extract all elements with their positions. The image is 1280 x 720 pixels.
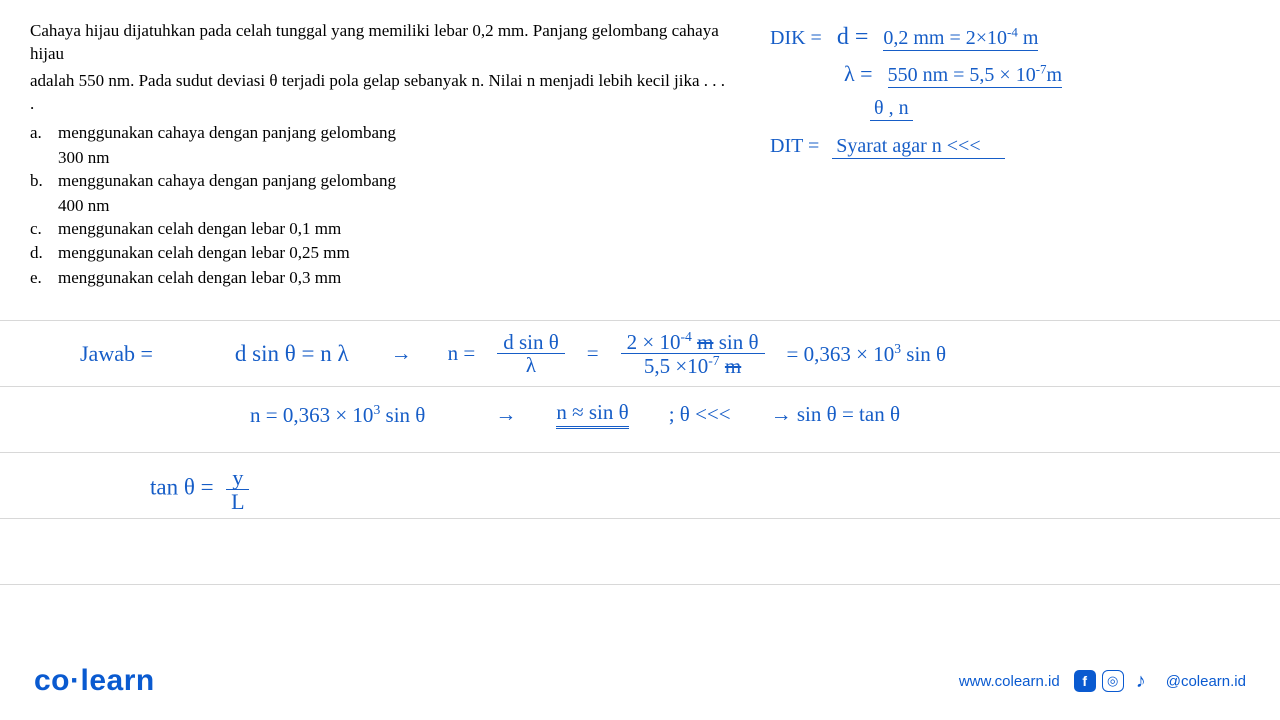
dik-d-unit: m xyxy=(1018,27,1039,49)
dik-line-1: DIK = d = 0,2 mm = 2×10-4 m xyxy=(770,18,1270,56)
frac1-num: d sin θ xyxy=(497,331,565,354)
option-text: menggunakan celah dengan lebar 0,1 mm xyxy=(58,218,730,241)
logo-dot: · xyxy=(70,664,81,697)
given-block: DIK = d = 0,2 mm = 2×10-4 m λ = 550 nm =… xyxy=(770,18,1270,162)
rule-line xyxy=(0,320,1280,321)
option-d: d. menggunakan celah dengan lebar 0,25 m… xyxy=(30,242,730,265)
logo-co: co xyxy=(34,664,70,697)
footer-right: www.colearn.id f ◎ ♪ @colearn.id xyxy=(959,670,1246,692)
dik-d-val: 0,2 mm = 2×10 xyxy=(883,27,1007,49)
theta-small: ; θ <<< xyxy=(669,402,731,427)
dit-text: Syarat agar n <<< xyxy=(832,135,1004,159)
frac2-den: 5,5 ×10-7 m xyxy=(638,354,747,377)
social-icons: f ◎ ♪ xyxy=(1074,670,1152,692)
option-b-sub: 400 nm xyxy=(58,195,730,218)
question-line-1: Cahaya hijau dijatuhkan pada celah tungg… xyxy=(30,20,730,66)
option-b: b. menggunakan cahaya dengan panjang gel… xyxy=(30,170,730,193)
n-approx: n ≈ sin θ xyxy=(556,400,628,429)
footer: co·learn www.colearn.id f ◎ ♪ @colearn.i… xyxy=(0,664,1280,698)
dit-label: DIT = xyxy=(770,135,819,157)
arrow-icon: → xyxy=(495,402,516,427)
answer-row-2: n = 0,363 × 103 sin θ → n ≈ sin θ ; θ <<… xyxy=(250,400,1250,429)
fraction-yl: y L xyxy=(225,466,250,513)
arrow-icon: → xyxy=(391,341,412,366)
option-text: menggunakan cahaya dengan panjang gelomb… xyxy=(58,170,730,193)
option-label: b. xyxy=(30,170,58,193)
dik-line-2: λ = 550 nm = 5,5 × 10-7m xyxy=(844,56,1270,91)
answer-row-3: tan θ = y L xyxy=(150,466,251,513)
dik-lambda-val: 550 nm = 5,5 × 10 xyxy=(888,64,1036,86)
rule-line xyxy=(0,518,1280,519)
frac1-den: λ xyxy=(520,354,542,376)
dik-lambda-exp: -7 xyxy=(1036,62,1047,77)
option-label: e. xyxy=(30,267,58,290)
n-value: n = 0,363 × 103 sin θ xyxy=(250,402,425,428)
options-list: a. menggunakan cahaya dengan panjang gel… xyxy=(30,122,730,291)
result-1: = 0,363 × 103 sin θ xyxy=(787,341,947,367)
social-handle[interactable]: @colearn.id xyxy=(1166,673,1246,690)
option-text: menggunakan celah dengan lebar 0,3 mm xyxy=(58,267,730,290)
jawab-label: Jawab = xyxy=(80,341,153,367)
n-equals: n = xyxy=(448,341,476,366)
option-label: c. xyxy=(30,218,58,241)
rule-line xyxy=(0,452,1280,453)
instagram-icon[interactable]: ◎ xyxy=(1102,670,1124,692)
answer-row-1: Jawab = d sin θ = n λ → n = d sin θ λ = … xyxy=(80,330,1260,377)
dik-d-exp: -4 xyxy=(1007,24,1018,39)
option-text: menggunakan celah dengan lebar 0,25 mm xyxy=(58,242,730,265)
dit-line: DIT = Syarat agar n <<< xyxy=(770,130,1270,162)
rule-line xyxy=(0,386,1280,387)
option-label: a. xyxy=(30,122,58,145)
option-text: menggunakan cahaya dengan panjang gelomb… xyxy=(58,122,730,145)
option-e: e. menggunakan celah dengan lebar 0,3 mm xyxy=(30,267,730,290)
question-line-2: adalah 550 nm. Pada sudut deviasi θ terj… xyxy=(30,70,730,116)
tan-eq: tan θ = xyxy=(150,475,214,500)
website-link[interactable]: www.colearn.id xyxy=(959,673,1060,690)
fraction-2: 2 × 10-4 m sin θ 5,5 ×10-7 m xyxy=(621,330,765,377)
dik-line-3: θ , n xyxy=(870,92,1270,124)
option-a: a. menggunakan cahaya dengan panjang gel… xyxy=(30,122,730,145)
dik-lambda-unit: m xyxy=(1047,64,1063,86)
dik-lambda-eq: λ = xyxy=(844,61,873,86)
dik-label: DIK = xyxy=(770,27,822,49)
frac-l: L xyxy=(225,490,250,513)
option-c: c. menggunakan celah dengan lebar 0,1 mm xyxy=(30,218,730,241)
logo-learn: learn xyxy=(81,664,155,697)
brand-logo: co·learn xyxy=(34,664,155,698)
dik-theta-n: θ , n xyxy=(870,97,913,121)
facebook-icon[interactable]: f xyxy=(1074,670,1096,692)
rule-line xyxy=(0,584,1280,585)
tiktok-icon[interactable]: ♪ xyxy=(1130,670,1152,692)
sin-tan: → sin θ = tan θ xyxy=(771,402,900,427)
question-block: Cahaya hijau dijatuhkan pada celah tungg… xyxy=(30,20,730,292)
frac-y: y xyxy=(226,466,249,490)
eq-dark-minima: d sin θ = n λ xyxy=(235,341,349,367)
option-label: d. xyxy=(30,242,58,265)
frac2-num: 2 × 10-4 m sin θ xyxy=(621,330,765,354)
option-a-sub: 300 nm xyxy=(58,147,730,170)
dik-d-eq: d = xyxy=(837,24,869,50)
equals: = xyxy=(587,341,599,366)
fraction-1: d sin θ λ xyxy=(497,331,565,376)
